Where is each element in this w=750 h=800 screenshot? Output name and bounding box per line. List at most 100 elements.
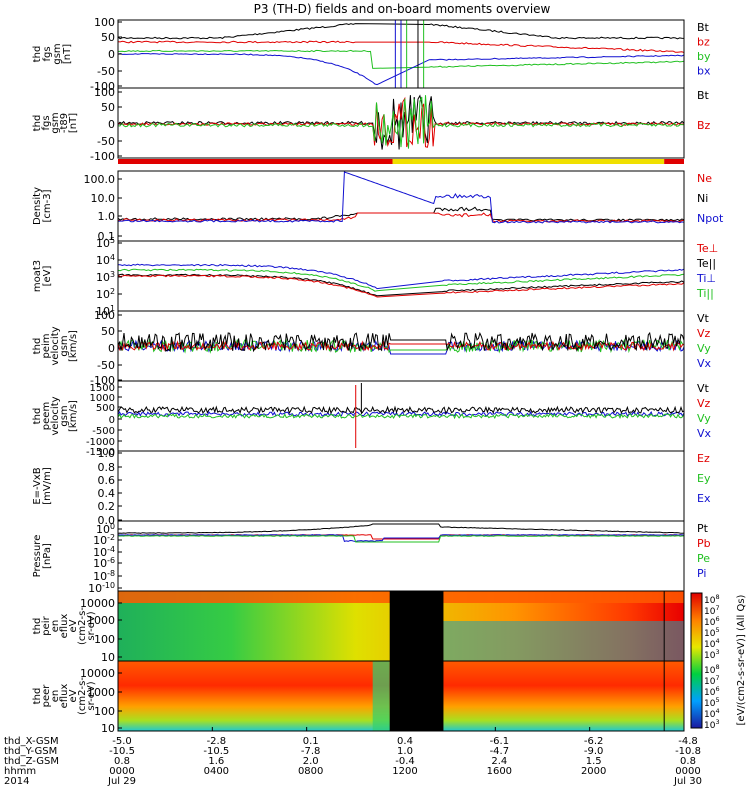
y-tick-label: 1000 bbox=[90, 393, 115, 404]
time-row-label: 2014 bbox=[4, 776, 29, 787]
y-axis-label: moat3 bbox=[32, 260, 43, 292]
y-tick-label: 0 bbox=[108, 118, 115, 131]
date-label: Jul 30 bbox=[673, 776, 702, 787]
y-tick-label: 50 bbox=[101, 325, 115, 338]
x-tick-label: 1200 bbox=[392, 766, 417, 777]
ephemeris-value: -10.5 bbox=[109, 746, 135, 757]
y-axis-label: eV bbox=[68, 689, 79, 702]
ephemeris-value: -0.4 bbox=[395, 756, 415, 767]
legend-Vy: Vy bbox=[697, 412, 711, 425]
y-tick-label: 100 bbox=[94, 705, 115, 718]
legend-Vx: Vx bbox=[697, 427, 712, 440]
y-tick-label: -100 bbox=[90, 150, 115, 163]
series-vy bbox=[117, 413, 685, 420]
y-tick-label: 0 bbox=[108, 48, 115, 61]
legend-Bt: Bt bbox=[697, 89, 710, 102]
ephemeris-value: 1.0 bbox=[397, 746, 413, 757]
y-tick-label: 104 bbox=[96, 253, 115, 268]
panel-frame bbox=[117, 450, 685, 522]
y-axis-label: en bbox=[50, 620, 61, 633]
y-tick-label: 103 bbox=[96, 270, 115, 285]
y-tick-label: -50 bbox=[97, 359, 115, 372]
y-tick-label: -500 bbox=[92, 426, 115, 437]
date-label: Jul 29 bbox=[107, 776, 136, 787]
ephemeris-value: 1.6 bbox=[208, 756, 224, 767]
ephemeris-value: -4.8 bbox=[678, 736, 698, 747]
panel-frame bbox=[117, 170, 685, 242]
ephemeris-value: 2.0 bbox=[303, 756, 319, 767]
y-axis-label: [nPa] bbox=[42, 543, 53, 569]
y-tick-label: -50 bbox=[97, 135, 115, 148]
legend-Ey: Ey bbox=[697, 472, 711, 485]
series-ti-perp bbox=[118, 263, 685, 290]
y-tick-label: 10-10 bbox=[88, 581, 115, 596]
legend-Ne: Ne bbox=[697, 172, 712, 185]
x-tick-label: 0800 bbox=[298, 766, 323, 777]
y-axis-label: [nT] bbox=[68, 113, 79, 133]
y-tick-label: 0.4 bbox=[98, 487, 116, 500]
series-npot bbox=[117, 171, 685, 224]
series-vx bbox=[117, 410, 685, 417]
x-tick-label: 2000 bbox=[581, 766, 606, 777]
legend-Ti⊥: Ti⊥ bbox=[696, 272, 716, 285]
legend-Pe: Pe bbox=[697, 552, 710, 565]
series-bz bbox=[117, 96, 685, 148]
y-axis-label: sr-eV) bbox=[86, 681, 97, 710]
y-tick-label: -1500 bbox=[86, 447, 115, 458]
ephemeris-value: 2.4 bbox=[491, 756, 507, 767]
y-axis-label: velocity bbox=[50, 326, 61, 365]
time-row-label: thd_Z-GSM bbox=[4, 756, 59, 767]
legend-Te||: Te|| bbox=[696, 257, 716, 270]
region-bar-yellow bbox=[392, 159, 665, 164]
y-axis-label: peir bbox=[41, 615, 52, 635]
y-tick-label: -100 bbox=[90, 374, 115, 387]
ephemeris-value: -2.8 bbox=[207, 736, 227, 747]
y-tick-label: 10.0 bbox=[91, 192, 116, 205]
series-pt bbox=[117, 523, 685, 534]
ephemeris-value: -9.0 bbox=[584, 746, 604, 757]
y-tick-label: 100 bbox=[94, 309, 115, 322]
legend-Ez: Ez bbox=[697, 452, 710, 465]
spectrogram-band bbox=[372, 661, 390, 731]
series-ti-par bbox=[117, 268, 685, 292]
data-gap-block bbox=[389, 661, 444, 731]
ephemeris-value: 1.5 bbox=[586, 756, 602, 767]
chart-title: P3 (TH-D) fields and on-board moments ov… bbox=[254, 2, 551, 16]
data-gap-block bbox=[389, 591, 444, 661]
y-axis-label: gsm bbox=[50, 112, 61, 133]
y-axis-label: gsm bbox=[52, 43, 63, 64]
legend-Vy: Vy bbox=[697, 342, 711, 355]
legend-Npot: Npot bbox=[697, 212, 724, 225]
panel-efield: 1.00.80.60.40.20.0 E=-VxB [mV/m] Ez Ey Ex bbox=[32, 447, 711, 527]
ephemeris-value: 0.8 bbox=[114, 756, 130, 767]
ephemeris-value: 0.4 bbox=[397, 736, 413, 747]
legend-bz: bz bbox=[697, 36, 710, 49]
y-axis-label: eV bbox=[68, 619, 79, 632]
y-axis-label: Pressure bbox=[32, 535, 43, 578]
y-tick-label: 500 bbox=[96, 403, 115, 414]
y-tick-label: 1.0 bbox=[98, 447, 116, 460]
legend-Vx: Vx bbox=[697, 357, 712, 370]
x-tick-label: 0400 bbox=[204, 766, 229, 777]
legend-Pb: Pb bbox=[697, 537, 711, 550]
y-axis-label: [cm-3] bbox=[42, 189, 53, 222]
y-tick-label: 50 bbox=[101, 101, 115, 114]
y-axis-label: thd bbox=[32, 338, 43, 355]
y-tick-label: 0.8 bbox=[98, 461, 116, 474]
x-tick-label: 0000 bbox=[109, 766, 134, 777]
y-axis-label: velocity bbox=[50, 396, 61, 435]
legend-Ex: Ex bbox=[697, 492, 711, 505]
series-te-perp bbox=[117, 274, 685, 298]
time-row-label: thd_Y-GSM bbox=[4, 746, 57, 757]
series-ne bbox=[117, 212, 685, 223]
y-tick-label: 0 bbox=[108, 342, 115, 355]
legend-Ni: Ni bbox=[697, 192, 708, 205]
series-bx bbox=[117, 52, 685, 86]
y-tick-label: 50 bbox=[101, 31, 115, 44]
y-tick-label: 100 bbox=[94, 16, 115, 29]
y-tick-label: -100 bbox=[90, 80, 115, 93]
